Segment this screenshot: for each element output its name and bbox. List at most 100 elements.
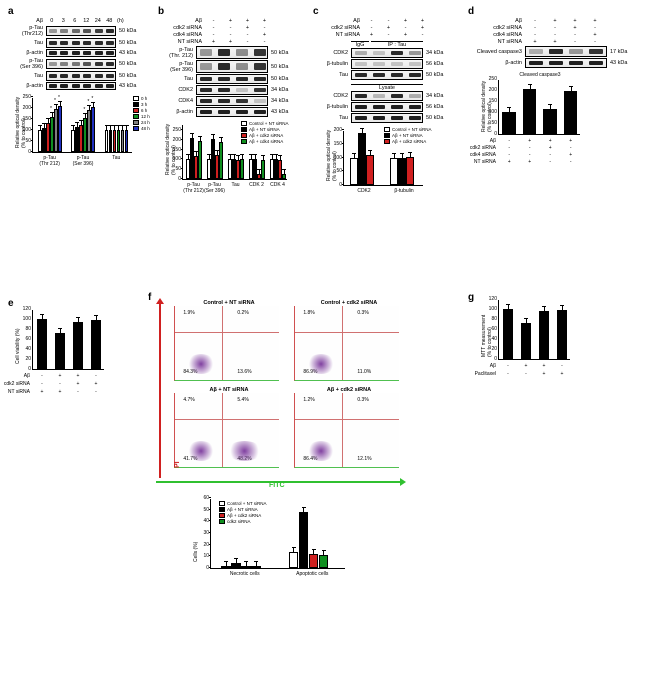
bar xyxy=(105,130,109,152)
blot-mw: 34 kDa xyxy=(423,93,443,99)
blot-tau xyxy=(351,113,423,123)
bar xyxy=(83,118,87,152)
bar xyxy=(211,139,215,179)
bar xyxy=(194,156,198,179)
bar xyxy=(221,566,231,568)
chart-xlabel: Necrotic cells xyxy=(211,571,279,577)
blot-mw: 50 kDa xyxy=(116,61,136,67)
a-time-header: Aβ 036122448 (h) xyxy=(10,18,148,24)
blot-label: β-actin xyxy=(10,50,46,56)
blot--actin xyxy=(46,49,116,57)
bar xyxy=(91,107,95,152)
chart-xlabel: CDK 2 xyxy=(246,182,267,188)
panel-e: e 020406080100120Cell viability (%)Aβ-++… xyxy=(10,310,120,370)
blot-mw: 50 kDa xyxy=(116,73,136,79)
chart-xlabel: p-Tau (Ser 396) xyxy=(66,155,99,167)
flow-quadrant-val: 1.8% xyxy=(303,310,314,316)
blot-label: β-actin xyxy=(470,60,525,66)
chart-xlabel: CDK 4 xyxy=(267,182,288,188)
blot-mw: 56 kDa xyxy=(423,104,443,110)
blot-mw: 43 kDa xyxy=(116,83,136,89)
chart-legend: Control + NT siRNAAβ + NT siRNAAβ + cdk2… xyxy=(384,127,432,145)
bar xyxy=(125,130,129,152)
blot-p-tau-ser-396- xyxy=(46,59,116,69)
panel-f: f Control + NT siRNA1.9%0.2%84.3%13.6%Co… xyxy=(150,300,430,569)
blot--actin xyxy=(46,82,116,90)
bar xyxy=(282,174,286,179)
blot-mw: 50 kDa xyxy=(268,64,288,70)
bar xyxy=(215,155,219,179)
chart-ylabel: Relative optical density (% to control) xyxy=(326,129,338,180)
bar xyxy=(79,125,83,153)
bar xyxy=(117,130,121,152)
bar xyxy=(87,110,91,152)
bar xyxy=(121,130,125,152)
flow-quadrant-val: 4.7% xyxy=(183,397,194,403)
bar xyxy=(398,158,406,185)
blot-p-tau-ser-396- xyxy=(196,60,268,73)
chart-xlabel: p-Tau (Thr 212) xyxy=(183,182,204,194)
bar xyxy=(278,160,282,179)
blot-tau xyxy=(46,38,116,48)
bar xyxy=(228,159,232,179)
blot-cdk4 xyxy=(196,96,268,106)
blot-cleaved-caspase3 xyxy=(525,46,607,57)
blot-label: Tau xyxy=(315,72,351,78)
blot-mw: 50 kDa xyxy=(423,72,443,78)
blot-mw: 50 kDa xyxy=(268,76,288,82)
blot-mw: 50 kDa xyxy=(116,28,136,34)
bar xyxy=(366,155,374,185)
cond-nt-sirna: NT siRNA xyxy=(160,39,205,45)
blot-mw: 50 kDa xyxy=(268,50,288,56)
chart-xlabel: Tau xyxy=(100,155,133,161)
bar xyxy=(113,130,117,152)
bar xyxy=(249,159,253,179)
chart-ylabel: Cells (%) xyxy=(193,542,199,562)
cond-nt-sirna: NT siRNA xyxy=(315,32,363,38)
bar xyxy=(38,130,42,152)
blot-label: p-Tau (Thr212) xyxy=(10,25,46,37)
bar xyxy=(198,141,202,179)
bar xyxy=(299,512,309,568)
bar xyxy=(261,160,265,179)
panel-c-label: c xyxy=(313,6,319,17)
bar xyxy=(253,159,257,179)
chart-xlabel: Tau xyxy=(225,182,246,188)
chart-xlabel: Apoptotic cells xyxy=(279,571,347,577)
bar xyxy=(270,159,274,179)
chart: 050100150200250Relative optical density … xyxy=(32,98,132,153)
bar xyxy=(232,159,236,179)
bar xyxy=(240,159,244,179)
flow-quadrant-val: 0.3% xyxy=(357,397,368,403)
cond-cdk4-sirna: cdk4 siRNA xyxy=(160,32,205,38)
panel-d-label: d xyxy=(468,6,474,17)
bar xyxy=(71,130,75,152)
bar xyxy=(406,157,414,185)
blot-mw: 50 kDa xyxy=(423,115,443,121)
cond-a-: Aβ xyxy=(470,18,525,24)
chart-legend: Control + NT siRNAAβ + NT siRNAAβ + cdk2… xyxy=(219,501,267,525)
flow-quadrant-val: 11.0% xyxy=(357,369,371,375)
bar xyxy=(289,552,299,568)
blot-mw: 34 kDa xyxy=(268,87,288,93)
bar xyxy=(358,133,366,185)
flow-quadrant-val: 1.2% xyxy=(303,397,314,403)
bar xyxy=(241,566,251,568)
chart-xlabel: p-Tau (Ser 396) xyxy=(204,182,225,194)
blot-label: p-Tau (Ser 396) xyxy=(160,61,196,73)
panel-a-label: a xyxy=(8,6,14,17)
blot--actin xyxy=(525,58,607,68)
bar xyxy=(75,127,79,152)
chart-legend: 0 h3 h6 h12 h24 h48 h xyxy=(133,96,150,132)
cond-nt-sirna: NT siRNA xyxy=(470,39,525,45)
bar xyxy=(219,142,223,179)
cond-cdk2-sirna: cdk2 siRNA xyxy=(315,25,363,31)
bar xyxy=(54,109,58,152)
blot-mw: 56 kDa xyxy=(423,61,443,67)
panel-b-label: b xyxy=(158,6,164,17)
blot--actin xyxy=(196,107,268,117)
chart-ylabel: Relative optical density (% to control) xyxy=(15,96,27,147)
panel-b: b Aβ-+++cdk2 siRNA--+-cdk4 siRNA---+NT s… xyxy=(160,18,300,180)
blot-mw: 43 kDa xyxy=(607,60,627,66)
chart-xlabel: CDK2 xyxy=(344,188,384,194)
